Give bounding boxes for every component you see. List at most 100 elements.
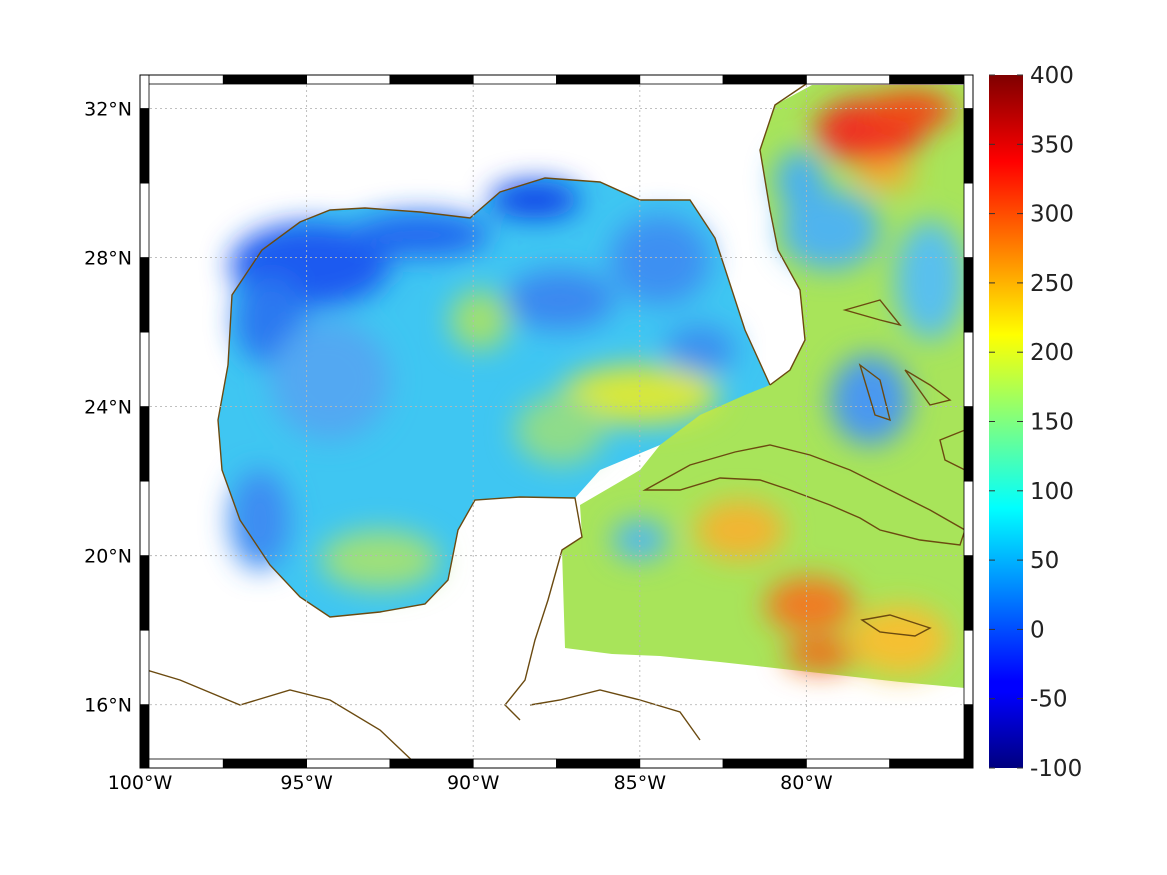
field-blob [490,182,580,218]
frame-segment-left [139,182,150,258]
frame-segment-top [722,74,807,85]
field-blob [855,160,915,190]
latitude-tick-label: 16°N [84,695,132,717]
frame-segment-bottom [806,758,891,769]
frame-segment-bottom [639,758,724,769]
colorbar-tick-label: 50 [1030,548,1059,574]
frame-segment-bottom [306,758,391,769]
frame-segment-right [963,406,974,482]
frame-segment-top [306,74,391,85]
colorbar-tick-label: 100 [1030,479,1074,505]
colorbar-tick-label: 250 [1030,271,1074,297]
coastlines [140,79,966,768]
mexico-coastline [217,364,583,721]
frame-segment-left [139,406,150,482]
field-blob [505,270,615,330]
field-blob [850,605,950,675]
field-blob [695,500,785,560]
field-blob [610,215,710,305]
frame-segment-bottom [222,758,308,769]
frame-segment-top [806,74,891,85]
frame-segment-top [639,74,724,85]
longitude-tick-label: 95°W [280,772,333,794]
frame-segment-top [389,74,474,85]
colorbar-tick-label: 150 [1030,410,1074,436]
colorbar-tick-label: -50 [1030,687,1068,713]
frame-segment-top [556,74,641,85]
map-frame [139,74,974,769]
field-blob [230,470,290,570]
field-blob [320,530,440,590]
colorbar-tick-label: 200 [1030,340,1074,366]
frame-segment-left [139,331,150,407]
field-blob [350,213,490,257]
latitude-tick-label: 20°N [84,546,132,568]
longitude-tick-label: 85°W [614,772,667,794]
frame-segment-right [963,629,974,706]
data-field [140,75,973,768]
frame-segment-left [139,257,150,333]
frame-segment-right [963,480,974,557]
field-blob [450,290,510,350]
frame-segment-bottom [889,758,974,769]
colorbar-tick-label: -100 [1030,756,1082,782]
honduras-coastline [529,689,701,741]
frame-segment-top [472,74,557,85]
frame-segment-bottom [556,758,641,769]
latitude-tick-label: 32°N [84,99,132,121]
colorbar-tick-label: 350 [1030,132,1074,158]
frame-segment-bottom [722,758,807,769]
latitude-tick-label: 24°N [84,397,132,419]
latitude-tick-label: 28°N [84,248,132,270]
frame-segment-bottom [472,758,557,769]
field-blob [895,220,965,340]
central-america-coastline [140,667,421,768]
longitude-labels: 100°W 95°W 90°W 85°W 80°W [108,772,833,794]
frame-segment-right [963,555,974,631]
latitude-labels: 32°N 28°N 24°N 20°N 16°N [84,99,132,717]
field-blob [515,395,605,465]
frame-segment-bottom [389,758,474,769]
frame-segment-left [139,480,150,557]
field-blob [765,577,855,633]
frame-segment-right [963,108,974,184]
longitude-tick-label: 90°W [447,772,500,794]
colorbar-tick-labels: 400 350 300 250 200 150 100 50 0 -50 -100 [989,63,1082,782]
colorbar-tick-label: 300 [1030,202,1074,228]
field-blob [780,190,880,270]
field-blob [775,150,825,210]
frame-segment-left [139,108,150,184]
frame-segment-top [139,74,224,85]
colorbar-tick-label: 0 [1030,617,1045,643]
field-blob [785,639,855,671]
frame-segment-right [963,257,974,333]
frame-segment-right [963,331,974,407]
field-anomalies [230,90,965,675]
map-frame-pattern [139,74,974,769]
map-panel [139,74,974,769]
longitude-tick-label: 100°W [108,772,173,794]
frame-segment-left [139,704,150,769]
colorbar-tick-label: 400 [1030,63,1074,89]
frame-segment-right [963,182,974,258]
frame-segment-left [139,555,150,631]
frame-segment-bottom [139,758,224,769]
frame-segment-top [889,74,974,85]
colorbar: 400 350 300 250 200 150 100 50 0 -50 -100 [989,63,1082,782]
frame-segment-right [963,704,974,769]
cuba-coastline [642,444,966,546]
frame-segment-left [139,629,150,706]
bahamas-coastline [842,299,952,422]
field-blob [665,325,735,375]
frame-segment-right [963,74,974,109]
us-gulf-coastline [227,177,771,386]
field-blob [270,320,390,440]
frame-segment-left [139,74,150,109]
field-blob [865,90,955,130]
jamaica-coastline [860,614,932,637]
florida-atlantic-coastline [759,79,813,386]
longitude-tick-label: 80°W [780,772,833,794]
gridlines [140,75,973,768]
frame-segment-top [222,74,308,85]
